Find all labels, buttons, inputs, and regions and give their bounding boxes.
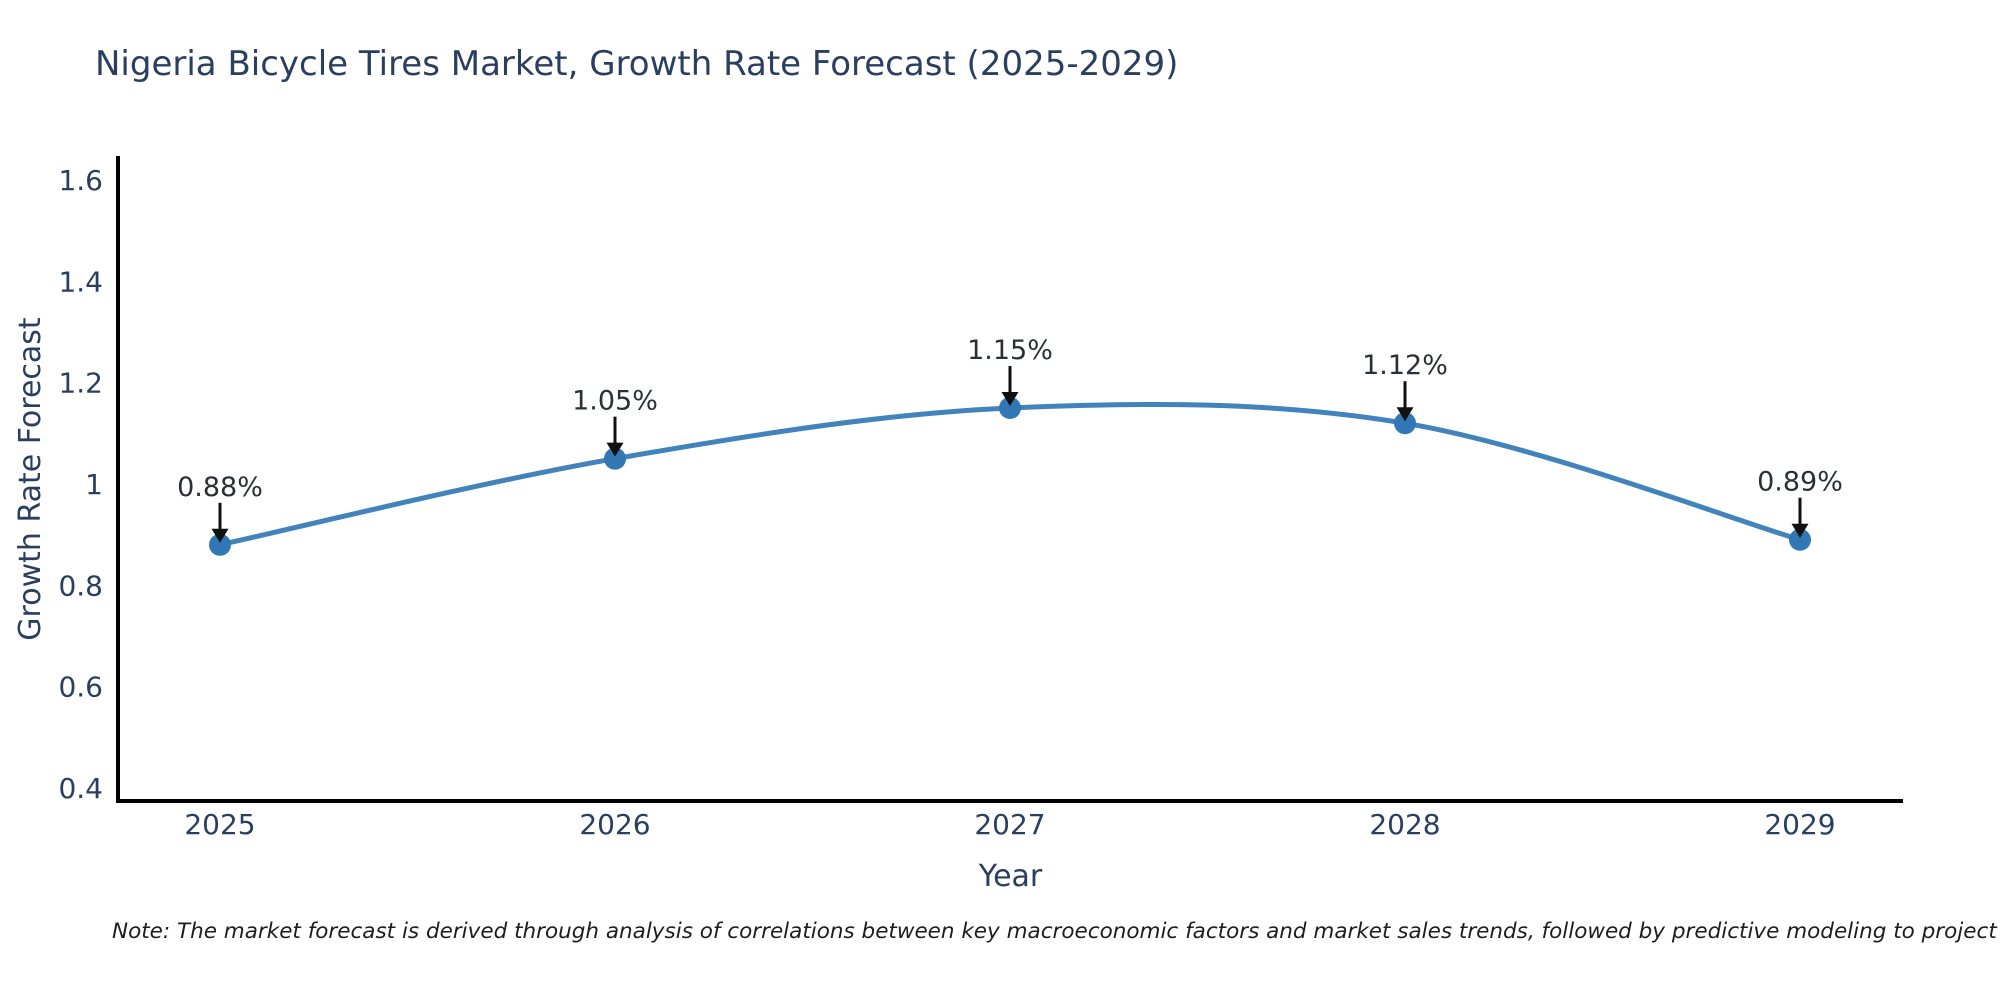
annotation-arrowhead [1001,392,1019,406]
data-point-label: 0.89% [1757,467,1843,498]
footnote-text: Note: The market forecast is derived thr… [112,919,2000,944]
data-point-marker [1394,412,1416,435]
y-tick-label: 1 [85,468,103,501]
x-tick-label: 2028 [1369,808,1440,841]
data-point-marker [209,533,231,556]
y-tick-label: 0.6 [58,671,103,704]
data-point-marker [604,447,626,470]
x-tick-label: 2027 [974,808,1045,841]
chart-title: Nigeria Bicycle Tires Market, Growth Rat… [95,44,1179,84]
y-tick-label: 1.2 [58,367,103,400]
annotation-arrowhead [606,442,624,457]
data-point-label: 1.15% [967,335,1053,366]
annotation-arrowhead [1791,523,1809,538]
annotation-arrowhead [1396,407,1414,422]
x-tick-label: 2029 [1764,808,1835,841]
data-point-label: 1.05% [572,386,658,417]
x-tick-label: 2025 [184,808,255,841]
y-axis-title: Growth Rate Forecast [13,317,48,641]
y-tick-label: 0.8 [58,569,103,602]
y-tick-label: 1.4 [58,265,103,298]
data-point-label: 0.88% [177,472,263,503]
x-tick-label: 2026 [579,808,650,841]
data-point-marker [999,397,1021,419]
data-point-label: 1.12% [1362,350,1448,381]
y-tick-label: 0.4 [58,772,103,805]
annotation-arrowhead [211,528,229,543]
data-point-marker [1789,528,1811,551]
x-axis-title: Year [978,859,1043,894]
trend-line [217,401,1803,548]
y-tick-label: 1.6 [58,164,103,197]
